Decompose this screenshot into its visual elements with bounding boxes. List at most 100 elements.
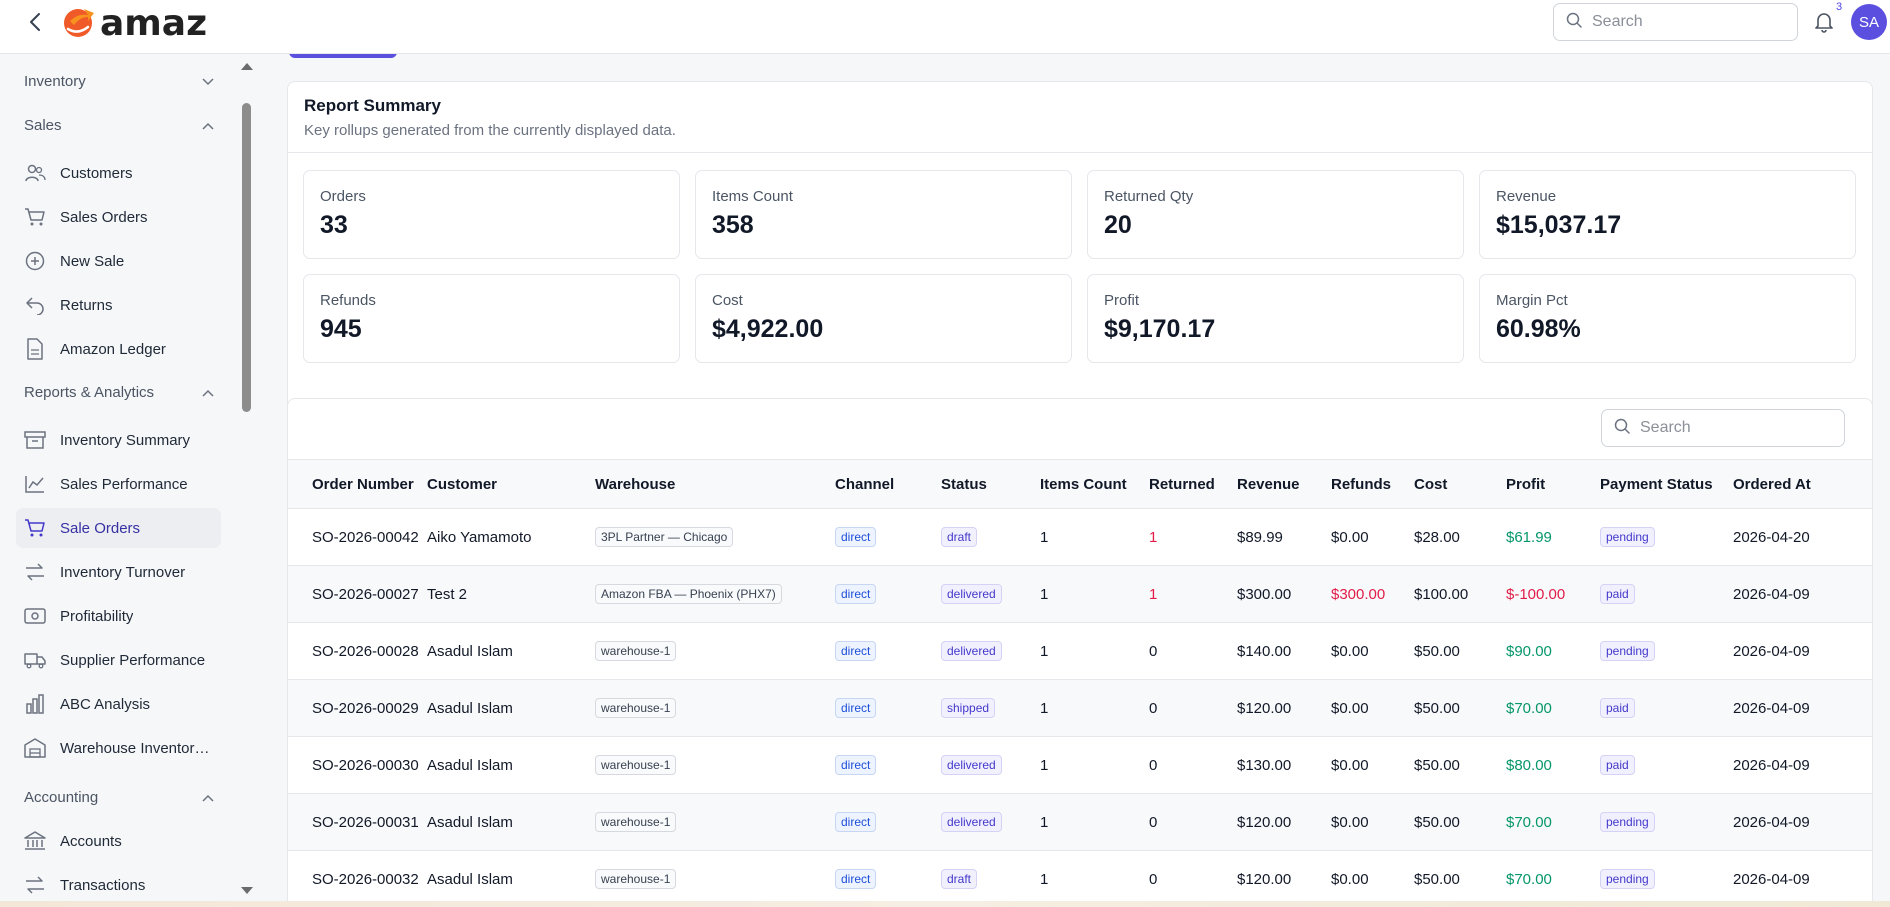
table-row[interactable]: SO-2026-00027 Test 2 Amazon FBA — Phoeni… <box>288 565 1872 623</box>
table-search-input[interactable] <box>1640 419 1820 437</box>
cell-items-count: 1 <box>1040 850 1149 907</box>
status-badge: shipped <box>941 698 996 718</box>
column-header-revenue[interactable]: Revenue <box>1237 459 1331 509</box>
avatar[interactable]: SA <box>1851 4 1887 40</box>
sidebar-item-inventory-turnover[interactable]: Inventory Turnover <box>16 552 221 592</box>
cell-cost: $28.00 <box>1414 508 1506 566</box>
bar-chart-icon <box>24 693 46 715</box>
sidebar-item-transactions[interactable]: Transactions <box>16 865 221 905</box>
column-header-ordered-at[interactable]: Ordered At <box>1733 459 1872 509</box>
column-header-payment-status[interactable]: Payment Status <box>1600 459 1733 509</box>
cell-channel: direct <box>835 622 941 680</box>
cell-ordered-at: 2026-04-09 <box>1733 850 1872 907</box>
sidebar-section-inventory[interactable]: Inventory <box>24 66 214 96</box>
metric-card-margin-pct: Margin Pct 60.98% <box>1479 274 1856 363</box>
main-content: Report Summary Key rollups generated fro… <box>262 54 1890 907</box>
cell-items-count: 1 <box>1040 793 1149 851</box>
sidebar-item-amazon-ledger[interactable]: Amazon Ledger <box>16 329 221 369</box>
cell-order-number: SO-2026-00032 <box>288 850 427 907</box>
sidebar-item-sales-orders[interactable]: Sales Orders <box>16 197 221 237</box>
table-row[interactable]: SO-2026-00032 Asadul Islam warehouse-1 d… <box>288 850 1872 907</box>
cell-items-count: 1 <box>1040 508 1149 566</box>
warehouse-badge: warehouse-1 <box>595 698 677 718</box>
cell-payment-status: pending <box>1600 850 1733 907</box>
column-header-channel[interactable]: Channel <box>835 459 941 509</box>
cell-refunds: $0.00 <box>1331 850 1414 907</box>
metric-label: Refunds <box>320 292 376 309</box>
scroll-up-arrow-icon[interactable] <box>240 58 254 70</box>
sidebar-item-abc-analysis[interactable]: ABC Analysis <box>16 684 221 724</box>
sidebar-item-new-sale[interactable]: New Sale <box>16 241 221 281</box>
back-arrow-icon[interactable] <box>22 9 48 35</box>
table-search-box[interactable] <box>1601 409 1845 447</box>
cell-revenue: $89.99 <box>1237 508 1331 566</box>
cell-cost: $50.00 <box>1414 850 1506 907</box>
sidebar-section-sales[interactable]: Sales <box>24 110 214 140</box>
table-row[interactable]: SO-2026-00029 Asadul Islam warehouse-1 d… <box>288 679 1872 737</box>
sidebar: Inventory Sales Customers Sales Orders N… <box>0 54 238 907</box>
column-header-items-count[interactable]: Items Count <box>1040 459 1149 509</box>
cell-revenue: $120.00 <box>1237 679 1331 737</box>
notification-bell-icon[interactable] <box>1812 9 1838 35</box>
report-summary-card: Report Summary Key rollups generated fro… <box>287 81 1873 431</box>
sidebar-item-label: Amazon Ledger <box>60 340 166 358</box>
cell-channel: direct <box>835 565 941 623</box>
status-badge: draft <box>941 869 978 889</box>
cell-revenue: $140.00 <box>1237 622 1331 680</box>
metric-card-refunds: Refunds 945 <box>303 274 680 363</box>
warehouse-badge: 3PL Partner — Chicago <box>595 527 734 547</box>
metric-card-profit: Profit $9,170.17 <box>1087 274 1464 363</box>
sidebar-scrollbar-thumb[interactable] <box>242 103 251 412</box>
table-row[interactable]: SO-2026-00030 Asadul Islam warehouse-1 d… <box>288 736 1872 794</box>
metric-card-orders: Orders 33 <box>303 170 680 259</box>
cell-profit: $70.00 <box>1506 679 1600 737</box>
sidebar-item-label: Inventory Turnover <box>60 563 186 581</box>
top-search-input[interactable] <box>1592 13 1772 31</box>
channel-badge: direct <box>835 698 877 718</box>
sidebar-item-returns[interactable]: Returns <box>16 285 221 325</box>
channel-badge: direct <box>835 641 877 661</box>
sidebar-item-label: Transactions <box>60 876 146 894</box>
scroll-down-arrow-icon[interactable] <box>240 883 254 895</box>
cell-customer: Asadul Islam <box>427 736 595 794</box>
sidebar-item-sale-orders[interactable]: Sale Orders <box>16 508 221 548</box>
column-header-status[interactable]: Status <box>941 459 1040 509</box>
sidebar-item-inventory-summary[interactable]: Inventory Summary <box>16 420 221 460</box>
bank-icon <box>24 830 46 852</box>
table-row[interactable]: SO-2026-00031 Asadul Islam warehouse-1 d… <box>288 793 1872 851</box>
sidebar-section-accounting[interactable]: Accounting <box>24 782 214 812</box>
status-badge: delivered <box>941 755 1002 775</box>
cell-returned: 1 <box>1149 565 1237 623</box>
column-header-warehouse[interactable]: Warehouse <box>595 459 835 509</box>
primary-action-button[interactable] <box>289 54 397 58</box>
payment-status-badge: pending <box>1600 641 1655 661</box>
table-row[interactable]: SO-2026-00028 Asadul Islam warehouse-1 d… <box>288 622 1872 680</box>
column-header-refunds[interactable]: Refunds <box>1331 459 1414 509</box>
sidebar-item-warehouse-inventory[interactable]: Warehouse Inventor… <box>16 728 221 768</box>
sidebar-item-accounts[interactable]: Accounts <box>16 821 221 861</box>
archive-icon <box>24 429 46 451</box>
cell-profit: $-100.00 <box>1506 565 1600 623</box>
top-search-box[interactable] <box>1553 3 1798 41</box>
sidebar-section-reports[interactable]: Reports & Analytics <box>24 377 214 407</box>
column-header-customer[interactable]: Customer <box>427 459 595 509</box>
sidebar-item-sales-performance[interactable]: Sales Performance <box>16 464 221 504</box>
cell-customer: Asadul Islam <box>427 850 595 907</box>
column-header-order-number[interactable]: Order Number <box>288 459 427 509</box>
cell-order-number: SO-2026-00030 <box>288 736 427 794</box>
channel-badge: direct <box>835 812 877 832</box>
logo[interactable]: amaz <box>60 3 207 44</box>
metric-value: 358 <box>712 211 754 239</box>
column-header-profit[interactable]: Profit <box>1506 459 1600 509</box>
cell-revenue: $120.00 <box>1237 793 1331 851</box>
sidebar-item-customers[interactable]: Customers <box>16 153 221 193</box>
cell-profit: $61.99 <box>1506 508 1600 566</box>
table-row[interactable]: SO-2026-00042 Aiko Yamamoto 3PL Partner … <box>288 508 1872 566</box>
sidebar-item-supplier-performance[interactable]: Supplier Performance <box>16 640 221 680</box>
column-header-returned[interactable]: Returned <box>1149 459 1237 509</box>
cell-refunds: $0.00 <box>1331 622 1414 680</box>
cell-customer: Aiko Yamamoto <box>427 508 595 566</box>
column-header-cost[interactable]: Cost <box>1414 459 1506 509</box>
sidebar-item-profitability[interactable]: Profitability <box>16 596 221 636</box>
cell-status: delivered <box>941 793 1040 851</box>
